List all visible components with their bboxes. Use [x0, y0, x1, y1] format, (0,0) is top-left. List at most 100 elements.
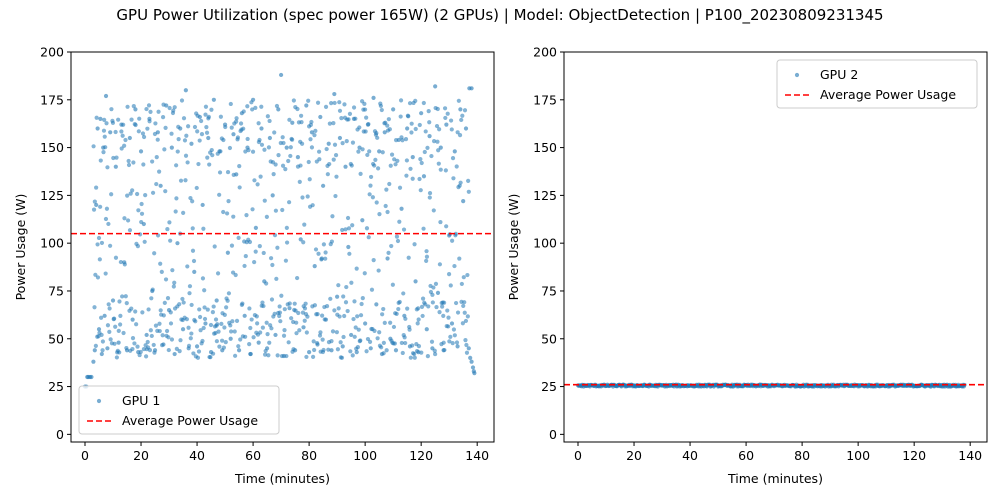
data-point — [445, 111, 450, 116]
data-point — [98, 158, 103, 163]
data-point — [265, 114, 270, 119]
data-point — [113, 164, 118, 169]
data-point — [464, 350, 470, 355]
data-point — [333, 193, 338, 199]
data-point — [317, 157, 322, 162]
data-point — [153, 323, 159, 328]
data-point — [212, 244, 217, 249]
data-point — [449, 321, 455, 326]
data-point — [334, 330, 339, 335]
data-point — [209, 147, 214, 153]
data-point — [358, 171, 363, 176]
data-point — [281, 333, 287, 338]
data-point — [99, 315, 104, 320]
data-point — [234, 116, 239, 121]
data-point — [406, 255, 411, 260]
data-point — [388, 320, 393, 325]
data-point — [180, 327, 186, 332]
data-point — [331, 121, 336, 126]
data-point — [168, 310, 173, 315]
data-point — [354, 266, 359, 271]
data-point — [145, 339, 150, 345]
x-tick-label: 60 — [738, 448, 754, 463]
data-point — [183, 178, 188, 183]
data-point — [466, 189, 471, 194]
data-point — [340, 227, 345, 233]
data-point — [267, 340, 272, 345]
data-point — [442, 300, 447, 305]
data-point — [320, 313, 325, 318]
data-point — [186, 124, 191, 129]
data-point — [335, 294, 340, 299]
data-point — [141, 162, 146, 167]
data-point — [273, 208, 279, 213]
data-point — [192, 269, 197, 274]
x-tick-label: 0 — [574, 448, 582, 463]
data-point — [331, 157, 336, 162]
data-point — [182, 138, 188, 143]
y-tick-label: 50 — [48, 331, 64, 346]
data-point — [234, 119, 239, 124]
data-point — [400, 138, 405, 143]
data-point — [254, 314, 259, 319]
data-point — [148, 328, 153, 333]
data-point — [229, 243, 235, 248]
data-point — [374, 302, 379, 307]
data-point — [426, 109, 431, 114]
data-point — [304, 354, 309, 360]
data-point — [185, 160, 190, 165]
data-point — [146, 307, 151, 312]
data-point — [283, 167, 288, 172]
data-point — [450, 156, 456, 161]
data-point — [261, 250, 266, 256]
data-point — [259, 104, 264, 109]
data-point — [319, 256, 324, 261]
data-point — [309, 145, 315, 150]
data-point — [463, 126, 469, 131]
data-point — [360, 296, 365, 301]
data-point — [455, 130, 460, 135]
data-point — [449, 127, 454, 132]
data-point — [352, 299, 357, 304]
data-point — [167, 220, 172, 225]
data-point — [405, 126, 410, 131]
data-point — [450, 238, 455, 243]
data-point — [421, 226, 426, 231]
data-point — [139, 211, 145, 216]
data-point — [271, 172, 276, 177]
data-point — [122, 262, 127, 267]
data-point — [116, 328, 121, 333]
data-point — [273, 162, 278, 167]
data-point — [462, 310, 467, 315]
data-point — [245, 104, 250, 109]
data-point — [299, 113, 304, 118]
data-point — [96, 327, 102, 332]
data-point — [250, 107, 255, 112]
data-point — [363, 107, 368, 112]
data-point — [297, 328, 302, 333]
data-point — [158, 308, 163, 313]
data-point — [437, 310, 442, 315]
x-tick-label: 20 — [133, 448, 149, 463]
data-point — [466, 178, 471, 183]
figure-title: GPU Power Utilization (spec power 165W) … — [116, 6, 884, 24]
data-point — [325, 172, 330, 177]
data-point — [385, 123, 390, 128]
data-point — [129, 306, 134, 311]
data-point — [455, 310, 461, 315]
data-point — [404, 158, 409, 163]
data-point — [386, 117, 391, 122]
data-point — [103, 93, 109, 99]
data-point — [108, 130, 113, 135]
legend-marker-points — [96, 398, 102, 404]
data-point — [262, 198, 267, 203]
data-point — [91, 144, 96, 149]
data-point — [267, 118, 272, 124]
data-point — [438, 167, 443, 172]
data-point — [459, 117, 464, 123]
data-point — [252, 178, 257, 183]
data-point — [174, 196, 179, 201]
data-point — [171, 108, 176, 113]
data-point — [102, 117, 107, 123]
